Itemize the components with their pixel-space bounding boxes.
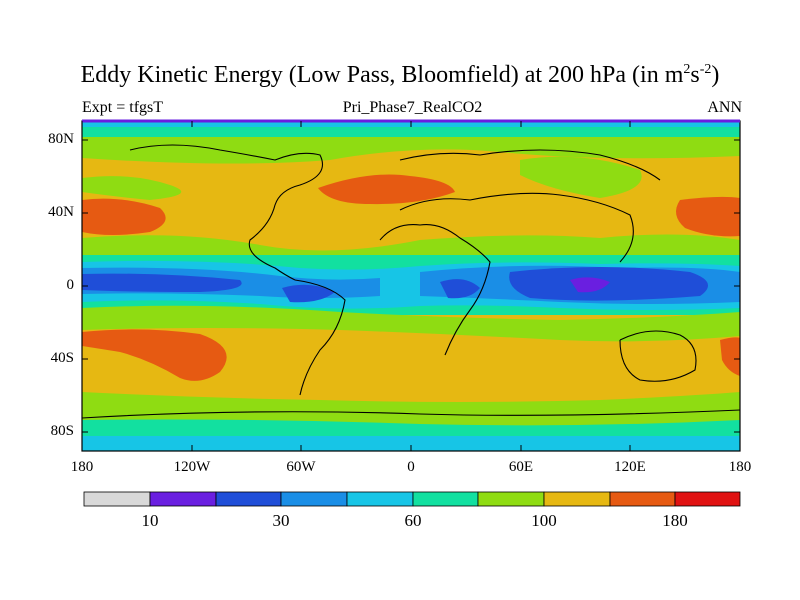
colorbar-swatch-7 [477,491,545,507]
lat-label-40n: 40N [48,204,74,220]
field-orange-pacific-east [676,196,740,237]
title-close: ) [711,62,720,88]
field-eq-blue-indian [509,267,708,301]
colorbar-swatch-9 [609,491,676,507]
colorbar-swatch-5 [346,491,414,507]
colorbar-label-30: 30 [272,511,290,530]
colorbar-label-100: 100 [531,511,557,530]
field-orange-atlantic [318,174,455,205]
colorbar-label-180: 180 [662,511,688,530]
coast-australia [619,330,697,382]
field-eq-blue-africa [440,279,480,299]
lon-label-0: 0 [407,459,415,475]
colorbar-swatch-10 [674,491,741,507]
subtitle-right: ANN [707,99,742,116]
field-green-lobe-2 [520,156,642,198]
field-orange-south-east [720,337,740,376]
title-sup-1: 2 [683,62,691,77]
colorbar-swatch-3 [215,491,282,507]
lat-label-eq: 0 [66,277,75,293]
field-eq-purple [570,277,610,293]
coast-antarctica [82,409,740,419]
page-title: Eddy Kinetic Energy (Low Pass, Bloomfiel… [0,62,800,89]
lon-label-120e: 120E [614,459,646,475]
title-sup-2: -2 [699,62,712,77]
lon-label-180w: 180 [70,459,94,475]
colorbar-swatch-1 [83,491,151,507]
lon-label-120w: 120W [173,459,211,475]
title-main: Eddy Kinetic Energy (Low Pass, Bloomfiel… [80,62,684,88]
title-mid: s [690,62,700,88]
field-north-green [82,137,740,164]
subtitle-left: Expt = tfgsT [82,99,164,116]
field-orange-pacific-west [82,198,166,235]
colorbar-label-60: 60 [404,511,422,530]
coast-south-america [294,279,346,396]
coast-eurasia [399,192,634,263]
colorbar [83,491,741,507]
colorbar-swatch-6 [412,491,479,507]
field-polar-north-teal [82,127,740,139]
colorbar-swatch-8 [543,491,611,507]
field-sh-cyan [82,436,740,451]
map-field [82,121,740,451]
field-green-lobe-1 [82,176,182,200]
colorbar-label-10: 10 [141,511,159,530]
subtitle-center: Pri_Phase7_RealCO2 [342,99,483,116]
coast-north-america [129,144,324,281]
lon-label-180e: 180 [728,459,752,475]
lat-label-40s: 40S [50,350,74,366]
colorbar-swatch-2 [149,491,217,507]
colorbar-swatch-4 [280,491,348,507]
field-south-green [82,305,740,342]
lat-label-80n: 80N [48,131,74,147]
coast-arctic [399,149,661,181]
lon-label-60e: 60E [508,459,534,475]
lat-label-80s: 80S [50,423,74,439]
coast-africa [379,223,491,356]
field-eq-blue-pacific [82,273,242,292]
field-orange-south-pacific [82,329,227,381]
coastlines [82,144,740,419]
lon-label-60w: 60W [286,459,316,475]
axis-ticks [81,121,741,451]
field-eq-blue-sa [282,284,335,303]
